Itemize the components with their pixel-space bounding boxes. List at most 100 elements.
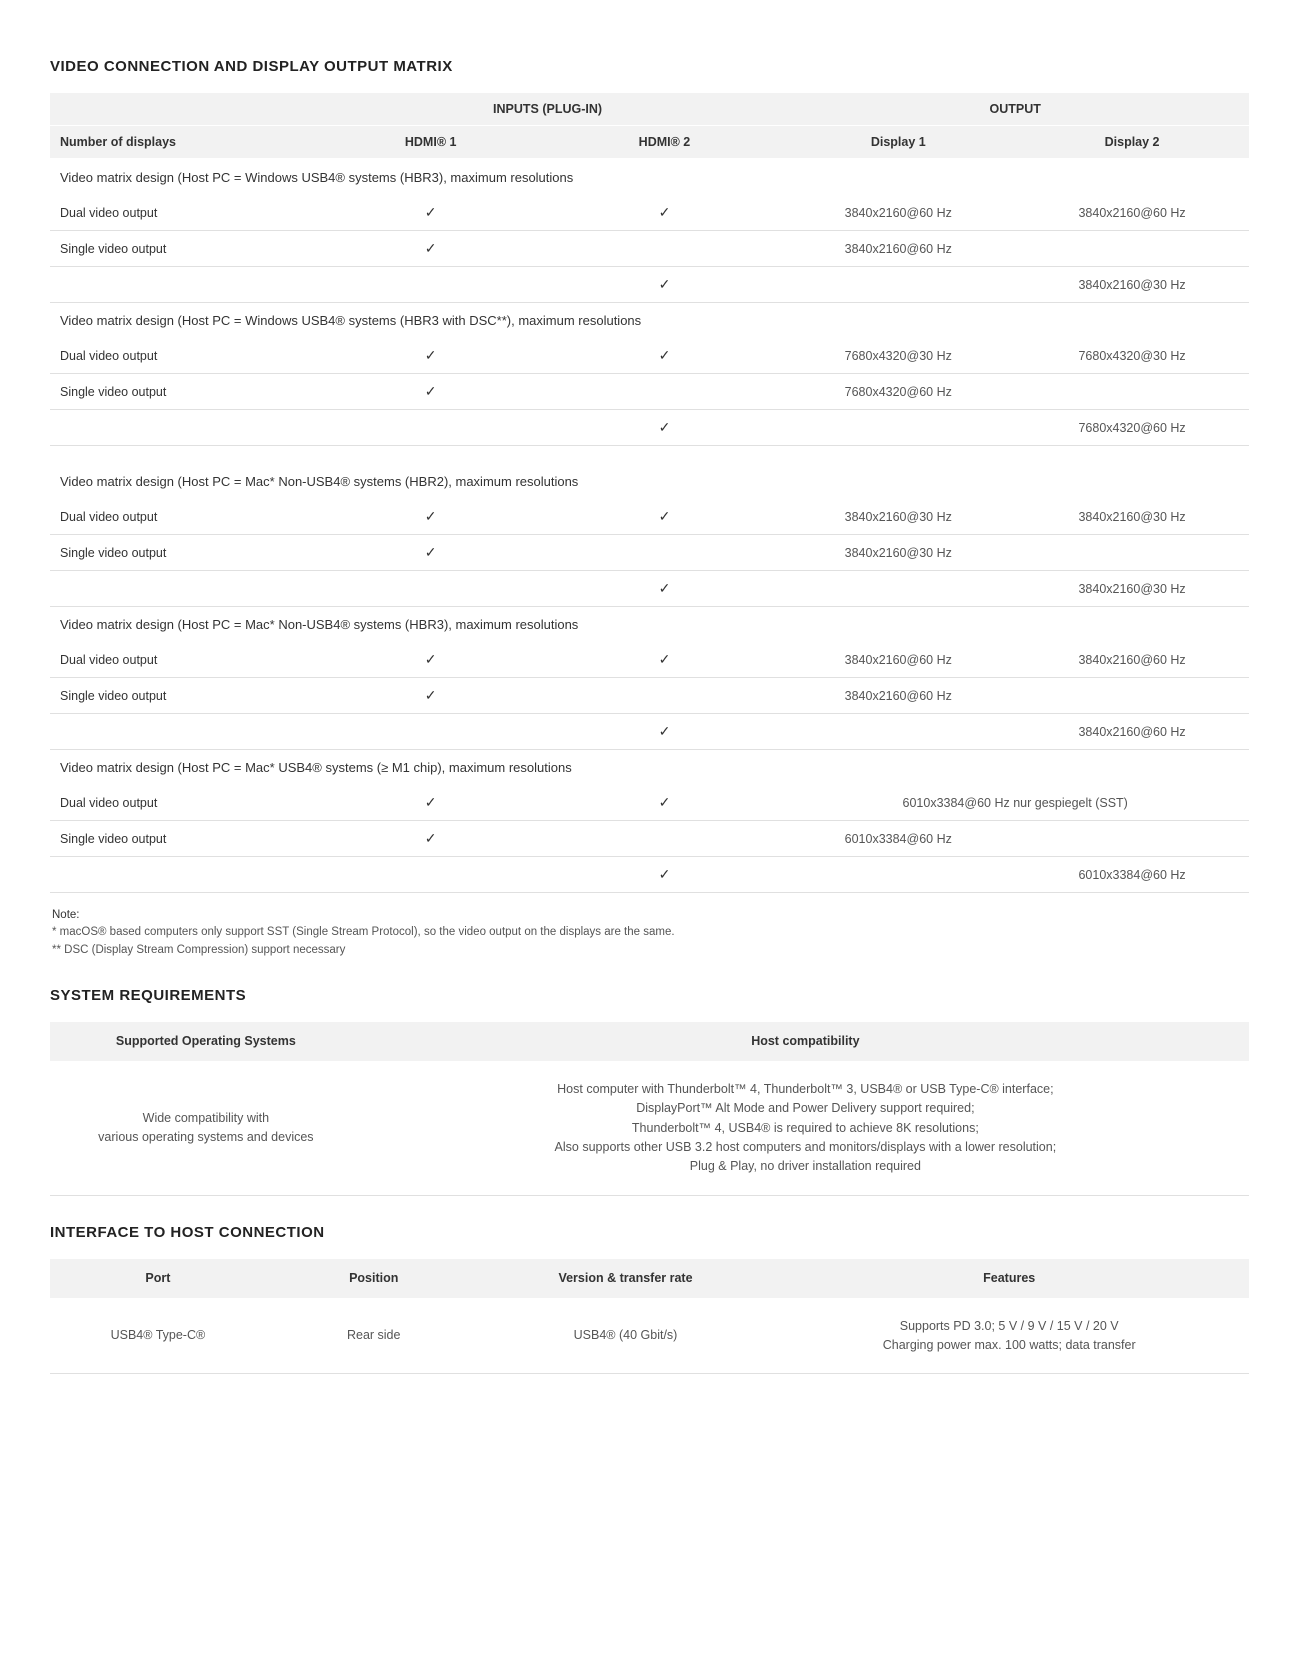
notes-heading: Note: — [52, 909, 80, 921]
matrix-row-label — [50, 857, 314, 893]
matrix-row-label: Single video output — [50, 231, 314, 267]
matrix-row-label: Dual video output — [50, 337, 314, 374]
matrix-hdmi2-cell: ✓ — [548, 194, 782, 231]
check-icon: ✓ — [659, 723, 671, 739]
hostif-port-cell: USB4® Type-C® — [50, 1298, 266, 1374]
matrix-display2-cell — [1015, 678, 1249, 714]
notes-line1: * macOS® based computers only support SS… — [52, 926, 675, 938]
matrix-hdmi2-cell — [548, 374, 782, 410]
matrix-display1-cell: 3840x2160@30 Hz — [781, 498, 1015, 535]
matrix-hdmi1-cell: ✓ — [314, 641, 548, 678]
check-icon: ✓ — [425, 651, 437, 667]
matrix-table: INPUTS (PLUG-IN) OUTPUT Number of displa… — [50, 93, 1249, 893]
hostif-version-cell: USB4® (40 Gbit/s) — [482, 1298, 770, 1374]
hostif-col-features: Features — [769, 1259, 1249, 1298]
matrix-hdmi2-cell — [548, 535, 782, 571]
matrix-row-label — [50, 714, 314, 750]
matrix-display2-cell: 3840x2160@30 Hz — [1015, 267, 1249, 303]
matrix-display2-cell — [1015, 231, 1249, 267]
matrix-col-display2: Display 2 — [1015, 126, 1249, 160]
matrix-display2-cell — [1015, 821, 1249, 857]
matrix-display2-cell: 3840x2160@60 Hz — [1015, 194, 1249, 231]
matrix-row-label: Dual video output — [50, 784, 314, 821]
check-icon: ✓ — [659, 347, 671, 363]
matrix-display2-cell — [1015, 374, 1249, 410]
matrix-col-hdmi1: HDMI® 1 — [314, 126, 548, 160]
sysreq-os-cell: Wide compatibility withvarious operating… — [50, 1061, 362, 1195]
hostif-position-cell: Rear side — [266, 1298, 482, 1374]
matrix-col-hdmi2: HDMI® 2 — [548, 126, 782, 160]
matrix-row-label: Single video output — [50, 535, 314, 571]
matrix-display1-cell — [781, 857, 1015, 893]
hostif-table: Port Position Version & transfer rate Fe… — [50, 1259, 1249, 1375]
matrix-display1-cell — [781, 267, 1015, 303]
matrix-blank-head — [50, 93, 314, 126]
check-icon: ✓ — [659, 794, 671, 810]
matrix-col-displays: Number of displays — [50, 126, 314, 160]
matrix-display1-cell: 3840x2160@60 Hz — [781, 231, 1015, 267]
matrix-hdmi1-cell: ✓ — [314, 784, 548, 821]
matrix-hdmi1-cell: ✓ — [314, 337, 548, 374]
matrix-display1-cell — [781, 571, 1015, 607]
check-icon: ✓ — [659, 419, 671, 435]
matrix-display2-cell: 3840x2160@60 Hz — [1015, 714, 1249, 750]
matrix-hdmi1-cell: ✓ — [314, 821, 548, 857]
matrix-hdmi1-cell: ✓ — [314, 678, 548, 714]
matrix-display1-cell: 6010x3384@60 Hz — [781, 821, 1015, 857]
sysreq-table: Supported Operating Systems Host compati… — [50, 1022, 1249, 1196]
matrix-display2-cell: 6010x3384@60 Hz — [1015, 857, 1249, 893]
hostif-col-port: Port — [50, 1259, 266, 1298]
check-icon: ✓ — [659, 204, 671, 220]
matrix-hdmi2-cell — [548, 821, 782, 857]
matrix-display2-cell — [1015, 535, 1249, 571]
matrix-row-label: Dual video output — [50, 641, 314, 678]
matrix-gap — [50, 446, 1249, 465]
matrix-hdmi2-cell — [548, 678, 782, 714]
check-icon: ✓ — [659, 651, 671, 667]
sysreq-host-cell: Host computer with Thunderbolt™ 4, Thund… — [362, 1061, 1249, 1195]
matrix-hdmi1-cell — [314, 267, 548, 303]
matrix-output-head: OUTPUT — [781, 93, 1249, 126]
matrix-row-label: Dual video output — [50, 498, 314, 535]
matrix-display1-cell: 3840x2160@60 Hz — [781, 641, 1015, 678]
matrix-hdmi1-cell: ✓ — [314, 231, 548, 267]
check-icon: ✓ — [425, 508, 437, 524]
check-icon: ✓ — [425, 544, 437, 560]
hostif-col-position: Position — [266, 1259, 482, 1298]
matrix-row-label — [50, 571, 314, 607]
matrix-hdmi2-cell: ✓ — [548, 784, 782, 821]
matrix-hdmi1-cell: ✓ — [314, 535, 548, 571]
matrix-section-label: Video matrix design (Host PC = Mac* Non-… — [50, 607, 1249, 642]
matrix-hdmi1-cell: ✓ — [314, 498, 548, 535]
matrix-hdmi2-cell: ✓ — [548, 641, 782, 678]
matrix-section-label: Video matrix design (Host PC = Mac* Non-… — [50, 464, 1249, 498]
matrix-hdmi2-cell: ✓ — [548, 714, 782, 750]
matrix-display1-cell: 3840x2160@60 Hz — [781, 678, 1015, 714]
check-icon: ✓ — [425, 240, 437, 256]
sysreq-col-os: Supported Operating Systems — [50, 1022, 362, 1061]
check-icon: ✓ — [425, 687, 437, 703]
matrix-display1-cell: 7680x4320@60 Hz — [781, 374, 1015, 410]
matrix-section-label: Video matrix design (Host PC = Mac* USB4… — [50, 750, 1249, 785]
matrix-display2-cell: 3840x2160@30 Hz — [1015, 498, 1249, 535]
matrix-hdmi1-cell: ✓ — [314, 374, 548, 410]
check-icon: ✓ — [425, 204, 437, 220]
matrix-hdmi2-cell: ✓ — [548, 498, 782, 535]
matrix-row-label: Single video output — [50, 821, 314, 857]
matrix-display2-cell: 3840x2160@60 Hz — [1015, 641, 1249, 678]
matrix-display1-cell — [781, 410, 1015, 446]
check-icon: ✓ — [425, 347, 437, 363]
matrix-title: VIDEO CONNECTION AND DISPLAY OUTPUT MATR… — [50, 58, 1249, 75]
check-icon: ✓ — [425, 794, 437, 810]
matrix-display1-cell: 3840x2160@60 Hz — [781, 194, 1015, 231]
matrix-hdmi1-cell: ✓ — [314, 194, 548, 231]
check-icon: ✓ — [659, 580, 671, 596]
matrix-output-merged: 6010x3384@60 Hz nur gespiegelt (SST) — [781, 784, 1249, 821]
matrix-hdmi2-cell: ✓ — [548, 857, 782, 893]
matrix-display2-cell: 3840x2160@30 Hz — [1015, 571, 1249, 607]
matrix-notes: Note: * macOS® based computers only supp… — [52, 907, 1247, 959]
matrix-row-label — [50, 267, 314, 303]
matrix-hdmi2-cell: ✓ — [548, 571, 782, 607]
matrix-hdmi1-cell — [314, 714, 548, 750]
hostif-col-version: Version & transfer rate — [482, 1259, 770, 1298]
